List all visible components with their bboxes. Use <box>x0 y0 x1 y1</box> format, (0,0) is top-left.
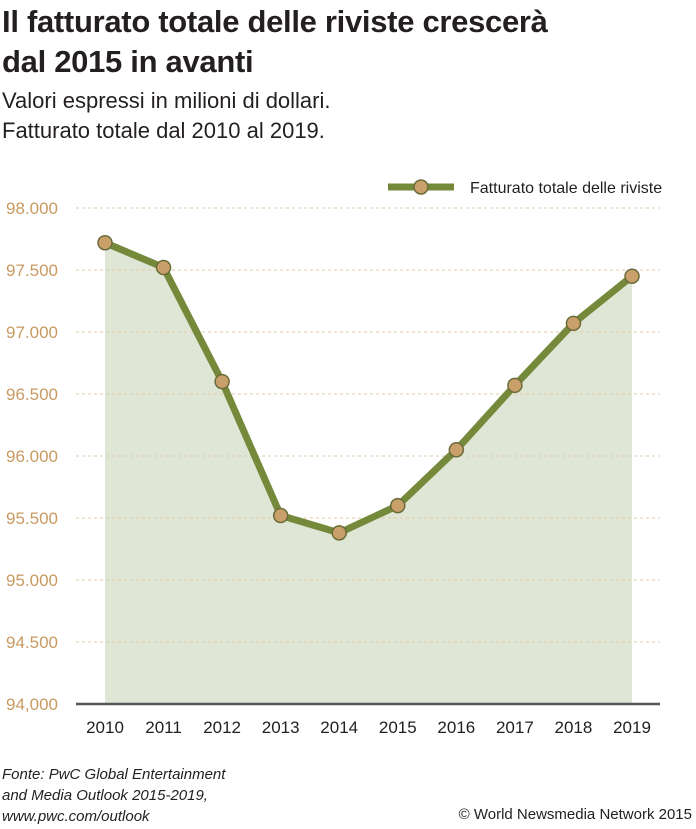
x-tick-label: 2013 <box>262 718 300 737</box>
x-tick-label: 2010 <box>86 718 124 737</box>
title-line-1: Il fatturato totale delle riviste cresce… <box>2 4 548 39</box>
data-point <box>624 268 640 284</box>
data-point <box>272 507 289 524</box>
area-fill <box>105 242 632 704</box>
chart-title: Il fatturato totale delle riviste cresce… <box>2 2 548 82</box>
y-tick-label: 95.000 <box>6 571 58 590</box>
data-point <box>565 315 582 332</box>
chart-subtitle: Valori espressi in milioni di dollari. F… <box>2 86 331 146</box>
data-point <box>390 497 406 514</box>
subtitle-line-2: Fatturato totale dal 2010 al 2019. <box>2 118 325 143</box>
y-tick-label: 96.500 <box>6 385 58 404</box>
chart-svg: 94,000 94.500 95.000 95.500 96.000 96.500 97.0… <box>6 179 662 737</box>
legend-label: Fatturato totale delle riviste <box>470 180 662 197</box>
source-line-3: www.pwc.com/outlook <box>2 808 150 825</box>
y-tick-label: 97.000 <box>6 323 58 342</box>
data-point <box>507 377 523 394</box>
x-tick-label: 2012 <box>203 718 241 737</box>
x-tick-label: 2017 <box>496 718 534 737</box>
x-tick-label: 2011 <box>145 718 182 737</box>
x-tick-label: 2019 <box>613 718 651 737</box>
y-tick-label: 96.000 <box>6 447 58 466</box>
y-tick-label: 94.500 <box>6 633 58 652</box>
source-note: Fonte: PwC Global Entertainment and Medi… <box>2 764 225 827</box>
subtitle-line-1: Valori espressi in milioni di dollari. <box>2 88 331 113</box>
series-line <box>103 239 635 537</box>
source-line-2: and Media Outlook 2015-2019, <box>2 787 208 804</box>
data-point <box>448 442 465 458</box>
x-tick-label: 2016 <box>437 718 475 737</box>
data-point <box>331 525 347 541</box>
legend-marker <box>413 179 429 195</box>
y-tick-label: 98.000 <box>6 199 58 218</box>
x-tick-label: 2014 <box>320 718 358 737</box>
x-tick-label: 2015 <box>379 718 417 737</box>
x-tick-label: 2018 <box>555 718 593 737</box>
y-tick-label: 94,000 <box>6 695 58 714</box>
copyright: © World Newsmedia Network 2015 <box>458 806 692 823</box>
title-line-2: dal 2015 in avanti <box>2 44 254 79</box>
data-point <box>97 234 113 251</box>
data-point <box>214 373 230 390</box>
source-line-1: Fonte: PwC Global Entertainment <box>2 766 226 783</box>
data-point <box>155 259 172 276</box>
y-tick-label: 95.500 <box>6 509 58 528</box>
y-tick-label: 97.500 <box>6 261 58 280</box>
